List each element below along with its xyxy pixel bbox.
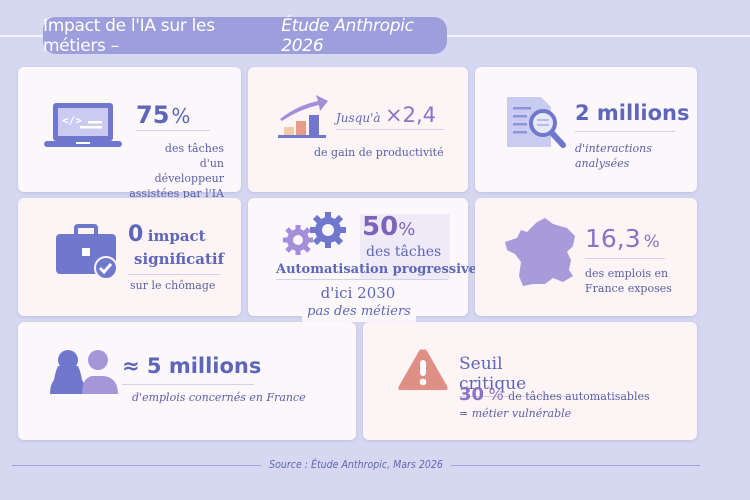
footer: Source : Étude Anthropic, Mars 2026: [12, 458, 701, 472]
title-italic: Étude Anthropic 2026: [281, 15, 414, 56]
card-critical-threshold: Seuil critique 30 % de tâches automatisa…: [363, 322, 697, 440]
stat-value: 16,3: [585, 224, 641, 253]
stat-line: Automatisation progressive: [276, 262, 477, 280]
briefcase-check-icon: [56, 224, 118, 280]
stat-value: 30: [459, 384, 485, 405]
stat-line: des tâches: [164, 142, 224, 155]
stat-line: des tâches: [366, 244, 442, 260]
stat-value: 2 millions: [575, 101, 690, 125]
footer-rule-left: [12, 464, 262, 466]
stat-line: sur le chômage: [130, 279, 216, 292]
stat-value: ×2,4: [385, 103, 437, 127]
stat-line: pas des métiers: [302, 304, 416, 322]
card-france-exposure: 16,3% des emplois en France exposes: [475, 198, 697, 316]
people-icon: [50, 350, 118, 394]
gears-icon: [283, 212, 346, 255]
stat-line: = métier vulnérable: [459, 407, 572, 420]
card-productivity: Jusqu'à ×2,4 de gain de productivité: [248, 67, 468, 192]
stat-line: d'un développeur: [154, 157, 224, 185]
stat-value-text: impact: [147, 227, 206, 245]
stat-line: de gain de productivité: [314, 146, 444, 159]
stat-value: 50: [362, 212, 399, 242]
stat-line: d'ici 2030: [320, 284, 396, 302]
card-interactions: 2 millions d'interactions analysées: [475, 67, 697, 192]
stat-value: ≈ 5 millions: [122, 354, 262, 378]
stat-prefix: Jusqu'à: [336, 111, 381, 125]
stat-line: d'interactions: [575, 142, 652, 155]
stat-line: assistées par l'IA: [129, 187, 224, 200]
stat-unit: %: [398, 219, 416, 240]
card-unemployment: 0 impact significatif sur le chômage: [18, 198, 241, 316]
card-jobs-concerned: ≈ 5 millions d'emplois concernés en Fran…: [18, 322, 356, 440]
source-text: Source : Étude Anthropic, Mars 2026: [269, 459, 443, 471]
laptop-code-icon: </>: [44, 103, 122, 147]
stat-line: d'emplois concernés en France: [132, 391, 306, 404]
stat-unit: %: [643, 232, 660, 252]
stat-line: analysées: [575, 157, 630, 170]
title-text: Impact de l'IA sur les métiers –: [43, 15, 215, 56]
stat-line: de tâches automatisables: [508, 390, 650, 403]
document-search-icon: [507, 97, 566, 148]
stat-unit: %: [171, 104, 191, 128]
card-developer-tasks: </> 75% des tâches d'un développeur assi…: [18, 67, 241, 200]
warning-icon: [398, 349, 448, 390]
footer-rule-right: [450, 464, 701, 466]
card-automation: 50% des tâches Automatisation progressiv…: [248, 198, 477, 316]
stat-value: 75: [136, 101, 170, 129]
card-title: Seuil critique: [459, 354, 527, 394]
stat-line: France exposes: [585, 282, 672, 295]
svg-text:</>: </>: [62, 114, 82, 127]
growth-chart-icon: [278, 95, 328, 138]
france-map-icon: [505, 218, 575, 286]
stat-line: des emplois en: [585, 267, 669, 280]
stat-unit: %: [488, 385, 504, 404]
stat-value-text2: significatif: [134, 250, 225, 268]
stat-value: 0: [128, 222, 144, 247]
page-title: Impact de l'IA sur les métiers – Étude A…: [43, 15, 447, 56]
